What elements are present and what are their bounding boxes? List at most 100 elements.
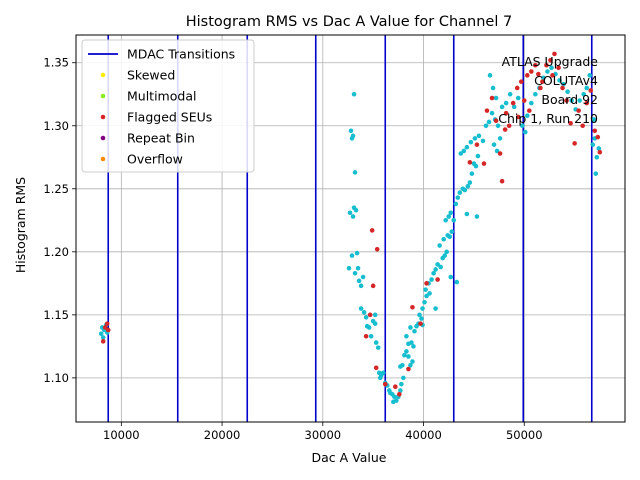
x-axis-label: Dac A Value bbox=[312, 450, 387, 465]
y-tick-label: 1.20 bbox=[43, 245, 69, 259]
flagged-seu-point bbox=[424, 281, 429, 286]
data-point bbox=[446, 214, 452, 219]
data-point bbox=[352, 270, 358, 276]
data-point bbox=[468, 139, 474, 145]
data-point bbox=[462, 187, 468, 193]
flagged-seu-point bbox=[529, 69, 534, 74]
data-point bbox=[427, 291, 432, 296]
flagged-seu-point bbox=[393, 384, 398, 390]
data-point bbox=[350, 133, 356, 139]
data-point bbox=[503, 100, 509, 106]
flagged-seu-point bbox=[514, 85, 520, 91]
x-tick-label: 20000 bbox=[204, 428, 241, 442]
flagged-seu-point bbox=[595, 134, 601, 140]
data-point bbox=[483, 123, 489, 129]
data-point bbox=[437, 243, 442, 248]
data-point bbox=[360, 274, 366, 280]
data-point bbox=[533, 91, 538, 97]
data-point bbox=[491, 142, 497, 147]
flagged-seu-point bbox=[370, 283, 376, 289]
flagged-seu-point bbox=[597, 149, 603, 155]
data-point bbox=[455, 195, 461, 200]
data-point bbox=[591, 117, 597, 122]
data-point bbox=[529, 100, 534, 106]
data-point bbox=[420, 306, 425, 311]
data-point bbox=[409, 340, 414, 345]
flagged-seu-point bbox=[588, 88, 594, 93]
data-point bbox=[346, 265, 352, 271]
flagged-seu-point bbox=[502, 127, 508, 132]
data-point bbox=[417, 312, 422, 318]
data-point bbox=[350, 214, 356, 219]
data-point bbox=[358, 306, 364, 311]
x-axis-ticks: 10000 20000 30000 40000 50000 bbox=[103, 422, 543, 442]
flagged-seu-point bbox=[104, 321, 110, 326]
y-tick-label: 1.35 bbox=[43, 56, 69, 70]
data-point bbox=[472, 136, 478, 141]
legend-marker-swatch bbox=[100, 114, 106, 120]
data-point bbox=[522, 129, 528, 135]
flagged-seu-point bbox=[374, 246, 380, 252]
data-point bbox=[545, 69, 550, 74]
data-point bbox=[453, 201, 459, 207]
flagged-seu-point bbox=[544, 62, 549, 68]
data-point bbox=[480, 138, 486, 144]
data-point bbox=[515, 95, 521, 101]
data-point bbox=[433, 267, 438, 272]
data-point bbox=[375, 345, 381, 350]
data-point bbox=[476, 133, 482, 139]
data-point bbox=[464, 144, 470, 150]
data-point bbox=[549, 65, 554, 71]
chart-annotation: ATLAS Upgrade COLUTAv4 Board 92 Chip 1, Run… bbox=[498, 54, 598, 126]
flagged-seu-point bbox=[550, 73, 555, 78]
data-point bbox=[447, 234, 453, 239]
data-point bbox=[590, 142, 596, 147]
flagged-seu-point bbox=[497, 151, 503, 156]
legend-marker-swatch bbox=[100, 135, 106, 141]
data-point bbox=[495, 123, 501, 129]
annotation-line: Board 92 bbox=[541, 92, 598, 107]
data-point bbox=[451, 218, 457, 223]
legend-label: MDAC Transitions bbox=[127, 47, 235, 62]
x-tick-label: 40000 bbox=[405, 428, 442, 442]
legend-marker-swatch bbox=[100, 156, 106, 162]
data-point bbox=[356, 278, 362, 284]
data-point bbox=[419, 316, 424, 321]
data-point bbox=[349, 253, 355, 258]
data-point bbox=[487, 73, 493, 78]
y-tick-label: 1.30 bbox=[43, 119, 69, 133]
data-point bbox=[351, 91, 357, 97]
flagged-seu-point bbox=[493, 118, 499, 124]
data-point bbox=[372, 312, 378, 318]
annotation-line: Chip 1, Run 210 bbox=[498, 111, 598, 126]
data-point bbox=[435, 262, 440, 267]
data-point bbox=[489, 110, 495, 116]
data-point bbox=[366, 325, 372, 330]
data-point bbox=[438, 264, 443, 270]
data-point bbox=[461, 148, 467, 154]
x-tick-label: 50000 bbox=[506, 428, 543, 442]
data-point bbox=[358, 283, 364, 289]
data-point bbox=[442, 253, 447, 258]
data-point bbox=[457, 190, 463, 195]
flagged-seu-point bbox=[435, 277, 440, 282]
data-point bbox=[448, 210, 454, 216]
flagged-seu-point bbox=[363, 333, 369, 339]
flagged-seu-point bbox=[556, 65, 561, 71]
data-point bbox=[465, 183, 471, 189]
data-point bbox=[594, 154, 600, 160]
data-point bbox=[354, 250, 360, 256]
flagged-seu-point bbox=[524, 73, 530, 78]
legend-label: Skewed bbox=[127, 68, 175, 83]
flagged-seu-point bbox=[410, 304, 415, 310]
legend-marker-swatch bbox=[100, 72, 106, 78]
data-point bbox=[507, 91, 513, 97]
y-axis-ticks: 1.10 1.15 1.20 1.25 1.30 1.35 bbox=[43, 56, 76, 385]
y-tick-label: 1.25 bbox=[43, 182, 69, 196]
flagged-seu-point bbox=[592, 128, 598, 134]
data-point bbox=[399, 381, 404, 387]
data-point bbox=[348, 128, 354, 134]
data-point bbox=[464, 211, 470, 217]
flagged-seu-point bbox=[540, 79, 545, 84]
flagged-seu-point bbox=[548, 57, 553, 63]
